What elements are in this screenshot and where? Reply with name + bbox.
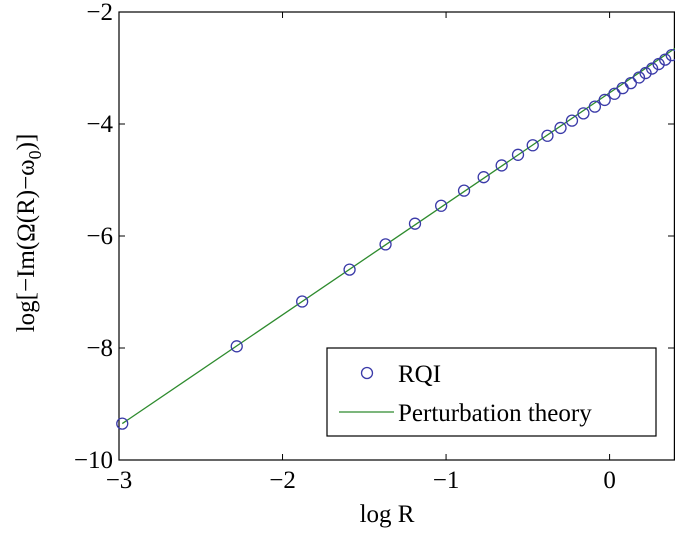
data-point-rqi bbox=[632, 71, 646, 84]
data-point-rqi bbox=[624, 76, 637, 90]
x-tick-label: −1 bbox=[433, 467, 460, 494]
data-point-rqi bbox=[665, 48, 675, 62]
x-tick-label: −2 bbox=[269, 467, 296, 494]
data-point-rqi bbox=[645, 62, 659, 75]
series-line-perturbation-theory bbox=[121, 47, 675, 425]
y-tick-label: −6 bbox=[86, 223, 113, 250]
legend-box bbox=[326, 347, 657, 437]
data-point-rqi bbox=[565, 114, 579, 127]
data-point-rqi bbox=[477, 171, 490, 184]
data-point-rqi bbox=[554, 121, 567, 135]
data-point-rqi bbox=[541, 129, 554, 142]
axis-ticks bbox=[118, 11, 674, 461]
data-point-rqi bbox=[577, 107, 590, 120]
x-tick-label: 0 bbox=[603, 467, 616, 494]
y-axis-label: log[−Im(Ω(R)−ω0)] bbox=[13, 134, 45, 333]
legend-marker-rqi bbox=[360, 366, 374, 380]
x-axis-label: log R bbox=[360, 501, 415, 528]
data-point-rqi bbox=[608, 87, 621, 100]
data-point-rqi bbox=[457, 184, 471, 197]
y-tick-label: −2 bbox=[86, 0, 113, 26]
legend-label-perturbation-theory: Perturbation theory bbox=[398, 400, 592, 427]
y-tick-label: −10 bbox=[74, 447, 113, 474]
axis-tick-labels: −3 −2 −1 0−10−8−6−4−2 bbox=[74, 0, 616, 494]
data-point-rqi bbox=[495, 159, 508, 172]
data-point-rqi bbox=[408, 217, 422, 230]
legend-label-rqi: RQI bbox=[398, 361, 441, 388]
data-point-rqi bbox=[511, 148, 525, 161]
x-tick-label: −3 bbox=[106, 467, 133, 494]
data-point-rqi bbox=[598, 93, 611, 107]
data-point-rqi bbox=[230, 340, 243, 353]
y-tick-label: −4 bbox=[86, 111, 113, 138]
data-point-rqi bbox=[296, 295, 309, 308]
data-point-rqi bbox=[379, 238, 392, 251]
series-layer bbox=[116, 47, 675, 430]
y-tick-label: −8 bbox=[86, 335, 113, 362]
data-point-rqi bbox=[588, 100, 602, 113]
data-point-rqi bbox=[652, 57, 665, 71]
data-point-rqi bbox=[639, 66, 652, 80]
data-point-rqi bbox=[343, 263, 356, 276]
data-point-rqi bbox=[116, 417, 129, 430]
legend: RQI Perturbation theory bbox=[326, 347, 657, 437]
data-point-rqi bbox=[659, 53, 672, 66]
data-point-rqi bbox=[526, 139, 539, 152]
data-point-rqi bbox=[435, 199, 448, 212]
